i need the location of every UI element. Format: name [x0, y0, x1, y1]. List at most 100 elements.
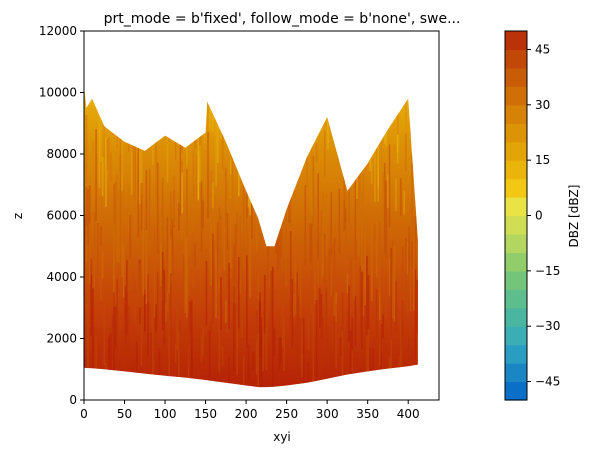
colorbar-tick-label: −30	[535, 319, 560, 333]
reflectivity-streak	[333, 237, 336, 297]
reflectivity-streak	[276, 184, 279, 221]
x-tick-label: 50	[117, 407, 132, 421]
reflectivity-streak	[234, 86, 237, 150]
reflectivity-streak	[289, 231, 292, 326]
reflectivity-streak	[144, 294, 146, 332]
reflectivity-streak	[97, 223, 99, 276]
reflectivity-streak	[246, 255, 248, 348]
reflectivity-streak	[369, 347, 371, 388]
reflectivity-streak	[103, 285, 106, 366]
reflectivity-streak	[218, 206, 221, 289]
reflectivity-streak	[155, 304, 157, 333]
reflectivity-streak	[186, 237, 188, 319]
reflectivity-streak	[322, 318, 324, 364]
reflectivity-streak	[231, 133, 234, 204]
reflectivity-streak	[207, 92, 209, 139]
reflectivity-streak	[390, 339, 393, 374]
reflectivity-streak	[92, 288, 94, 378]
reflectivity-streak	[127, 90, 130, 153]
reflectivity-streak	[181, 116, 183, 153]
reflectivity-streak	[375, 133, 378, 154]
reflectivity-streak	[161, 178, 164, 230]
reflectivity-streak	[113, 292, 115, 379]
reflectivity-streak	[361, 270, 363, 350]
reflectivity-streak	[356, 108, 358, 158]
reflectivity-streak	[387, 174, 389, 209]
reflectivity-streak	[401, 246, 404, 292]
reflectivity-streak	[176, 308, 179, 350]
reflectivity-streak	[229, 174, 232, 268]
reflectivity-streak	[315, 86, 318, 163]
reflectivity-streak	[93, 326, 96, 363]
reflectivity-streak	[357, 197, 360, 257]
reflectivity-streak	[114, 306, 117, 349]
reflectivity-streak	[100, 266, 102, 302]
reflectivity-streak	[374, 116, 376, 202]
x-tick-label: 400	[397, 407, 420, 421]
reflectivity-streak	[109, 333, 112, 388]
reflectivity-streak	[280, 337, 282, 365]
reflectivity-streak	[168, 205, 170, 294]
reflectivity-streak	[387, 86, 389, 126]
reflectivity-streak	[254, 100, 256, 177]
reflectivity-streak	[315, 94, 318, 143]
reflectivity-streak	[254, 119, 256, 192]
reflectivity-streak	[223, 229, 226, 270]
reflectivity-streak	[105, 137, 107, 207]
reflectivity-streak	[393, 245, 396, 322]
y-axis-label: z	[11, 213, 25, 219]
reflectivity-streak	[288, 104, 290, 180]
reflectivity-streak	[118, 86, 120, 133]
reflectivity-streak	[414, 269, 417, 359]
reflectivity-streak	[156, 162, 159, 254]
reflectivity-streak	[92, 140, 94, 187]
reflectivity-streak	[155, 138, 157, 212]
reflectivity-streak	[317, 173, 320, 260]
reflectivity-streak	[393, 121, 396, 144]
reflectivity-streak	[369, 105, 371, 172]
reflectivity-streak	[406, 284, 409, 313]
reflectivity-streak	[228, 357, 230, 388]
reflectivity-streak	[268, 113, 271, 171]
reflectivity-streak	[285, 116, 287, 155]
reflectivity-streak	[134, 139, 136, 227]
colorbar-tick-label: 15	[535, 153, 550, 167]
reflectivity-streak	[296, 272, 299, 358]
colorbar-segment	[505, 215, 527, 235]
reflectivity-streak	[246, 162, 248, 241]
x-tick-label: 250	[275, 407, 298, 421]
reflectivity-streak	[346, 310, 349, 388]
y-tick-label: 10000	[39, 86, 77, 100]
reflectivity-streak	[278, 210, 281, 269]
reflectivity-streak	[392, 239, 394, 319]
reflectivity-streak	[212, 182, 214, 209]
reflectivity-streak	[191, 349, 193, 381]
reflectivity-streak	[100, 86, 102, 162]
reflectivity-streak	[137, 144, 140, 238]
reflectivity-streak	[135, 341, 138, 377]
reflectivity-streak	[184, 230, 187, 313]
reflectivity-streak	[332, 198, 334, 243]
reflectivity-streak	[84, 220, 86, 278]
reflectivity-streak	[95, 129, 97, 221]
reflectivity-streak	[367, 329, 370, 387]
reflectivity-streak	[309, 223, 311, 263]
reflectivity-streak	[278, 337, 281, 370]
reflectivity-streak	[255, 309, 258, 340]
reflectivity-streak	[113, 216, 115, 307]
reflectivity-streak	[395, 280, 397, 332]
colorbar-segment	[505, 363, 527, 383]
reflectivity-streak	[296, 113, 299, 147]
reflectivity-streak	[132, 271, 135, 293]
reflectivity-streak	[213, 194, 216, 240]
reflectivity-streak	[166, 216, 169, 278]
reflectivity-streak	[275, 196, 277, 254]
reflectivity-streak	[408, 255, 410, 275]
reflectivity-streak	[375, 206, 378, 277]
x-tick-label: 0	[80, 407, 88, 421]
reflectivity-streak	[220, 214, 222, 265]
reflectivity-streak	[273, 90, 276, 131]
reflectivity-streak	[131, 124, 133, 151]
x-axis-ticks: 0 50 100 150 200 250 300 350 400	[80, 400, 420, 421]
